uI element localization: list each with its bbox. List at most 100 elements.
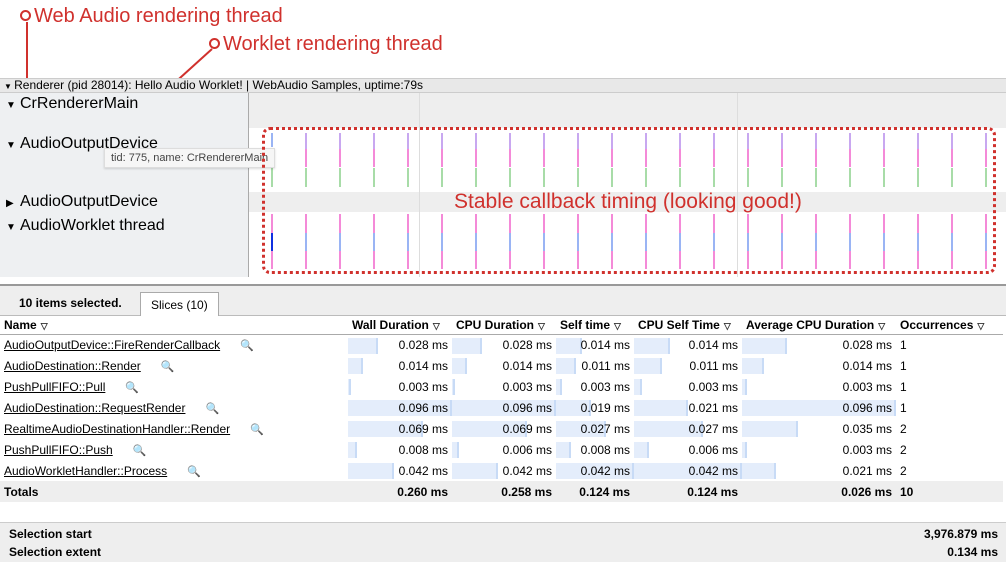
expand-triangle-icon[interactable]: ▼ bbox=[6, 222, 16, 233]
slice-pushpull-push[interactable] bbox=[883, 251, 885, 269]
slice-fire-render-callback[interactable] bbox=[917, 133, 919, 149]
slice-audioworklet-process[interactable] bbox=[883, 233, 885, 251]
slice-audio-destination-render[interactable] bbox=[645, 149, 647, 167]
slice-pushpull-push[interactable] bbox=[985, 251, 987, 269]
slice-link[interactable]: AudioDestination::Render bbox=[4, 358, 141, 373]
slice-audioworklet-process[interactable] bbox=[815, 233, 817, 251]
slice-fire-render-callback[interactable] bbox=[645, 133, 647, 149]
slice-audio-destination-render[interactable] bbox=[543, 149, 545, 167]
slice-audio-destination-render[interactable] bbox=[985, 149, 987, 167]
slice-request-render[interactable] bbox=[475, 214, 477, 233]
slice-audio-destination-render[interactable] bbox=[611, 149, 613, 167]
slice-pushpull-pull[interactable] bbox=[577, 168, 579, 187]
slice-audioworklet-process[interactable] bbox=[339, 233, 341, 251]
slice-audio-destination-render[interactable] bbox=[407, 149, 409, 167]
slice-fire-render-callback[interactable] bbox=[849, 133, 851, 149]
slice-fire-render-callback[interactable] bbox=[509, 133, 511, 149]
column-header[interactable]: Wall Duration ▽ bbox=[348, 316, 452, 335]
slice-request-render[interactable] bbox=[339, 214, 341, 233]
process-header[interactable]: ▼ Renderer (pid 28014): Hello Audio Work… bbox=[0, 78, 1006, 93]
table-row[interactable]: AudioDestination::RequestRender 🔍 0.096 ms… bbox=[0, 397, 1003, 418]
slice-fire-render-callback[interactable] bbox=[373, 133, 375, 149]
slice-audio-destination-render[interactable] bbox=[475, 149, 477, 167]
slice-fire-render-callback[interactable] bbox=[475, 133, 477, 149]
slice-request-render[interactable] bbox=[611, 214, 613, 233]
slice-link[interactable]: AudioDestination::RequestRender bbox=[4, 400, 186, 415]
slice-pushpull-push[interactable] bbox=[713, 251, 715, 269]
slice-pushpull-push[interactable] bbox=[475, 251, 477, 269]
slice-pushpull-pull[interactable] bbox=[713, 168, 715, 187]
slice-fire-render-callback[interactable] bbox=[713, 133, 715, 149]
column-header[interactable]: Average CPU Duration ▽ bbox=[742, 316, 896, 335]
slice-audio-destination-render[interactable] bbox=[849, 149, 851, 167]
slice-audioworklet-process[interactable] bbox=[475, 233, 477, 251]
column-header[interactable]: Occurrences ▽ bbox=[896, 316, 1003, 335]
slice-audioworklet-process[interactable] bbox=[917, 233, 919, 251]
search-icon[interactable]: 🔍 bbox=[125, 381, 140, 394]
slice-link[interactable]: PushPullFIFO::Pull bbox=[4, 379, 106, 394]
slice-pushpull-push[interactable] bbox=[679, 251, 681, 269]
slice-pushpull-push[interactable] bbox=[917, 251, 919, 269]
slice-audioworklet-process[interactable] bbox=[305, 233, 307, 251]
slice-pushpull-push[interactable] bbox=[509, 251, 511, 269]
table-row[interactable]: PushPullFIFO::Pull 🔍 0.003 ms 0.003 ms 0.003… bbox=[0, 376, 1003, 397]
slice-fire-render-callback[interactable] bbox=[577, 133, 579, 149]
slice-pushpull-push[interactable] bbox=[781, 251, 783, 269]
slice-request-render[interactable] bbox=[815, 214, 817, 233]
slice-request-render[interactable] bbox=[849, 214, 851, 233]
column-header[interactable]: CPU Self Time ▽ bbox=[634, 316, 742, 335]
slice-audio-destination-render[interactable] bbox=[373, 149, 375, 167]
table-row[interactable]: AudioDestination::Render 🔍 0.014 ms 0.014 m… bbox=[0, 355, 1003, 376]
table-row[interactable]: PushPullFIFO::Push 🔍 0.008 ms 0.006 ms 0.008… bbox=[0, 439, 1003, 460]
slice-audioworklet-process[interactable] bbox=[781, 233, 783, 251]
slice-pushpull-push[interactable] bbox=[951, 251, 953, 269]
slice-audioworklet-process[interactable] bbox=[985, 233, 987, 251]
slice-request-render[interactable] bbox=[543, 214, 545, 233]
slice-request-render[interactable] bbox=[407, 214, 409, 233]
slice-pushpull-pull[interactable] bbox=[985, 168, 987, 187]
slice-fire-render-callback[interactable] bbox=[339, 133, 341, 149]
slice-audioworklet-process[interactable] bbox=[271, 233, 273, 251]
slice-pushpull-pull[interactable] bbox=[747, 168, 749, 187]
slice-pushpull-pull[interactable] bbox=[509, 168, 511, 187]
slice-audioworklet-process[interactable] bbox=[849, 233, 851, 251]
thread-crrenderermain[interactable]: ▼ CrRendererMain bbox=[6, 95, 138, 113]
slice-pushpull-push[interactable] bbox=[747, 251, 749, 269]
expand-triangle-icon[interactable]: ▼ bbox=[6, 100, 16, 111]
sort-icon[interactable]: ▽ bbox=[538, 320, 545, 331]
column-header[interactable]: CPU Duration ▽ bbox=[452, 316, 556, 335]
slice-link[interactable]: PushPullFIFO::Push bbox=[4, 442, 113, 457]
slice-pushpull-push[interactable] bbox=[611, 251, 613, 269]
thread-audiooutputdevice[interactable]: ▼ AudioOutputDevice bbox=[6, 135, 158, 153]
slice-audio-destination-render[interactable] bbox=[509, 149, 511, 167]
table-row[interactable]: AudioWorkletHandler::Process 🔍 0.042 ms 0.0… bbox=[0, 460, 1003, 481]
slice-fire-render-callback[interactable] bbox=[611, 133, 613, 149]
search-icon[interactable]: 🔍 bbox=[187, 465, 201, 478]
slice-link[interactable]: AudioOutputDevice::FireRenderCallback bbox=[4, 337, 221, 352]
tab-slices[interactable]: Slices (10) bbox=[140, 292, 219, 316]
slice-pushpull-push[interactable] bbox=[373, 251, 375, 269]
slice-request-render[interactable] bbox=[645, 214, 647, 233]
slice-audio-destination-render[interactable] bbox=[339, 149, 341, 167]
slice-pushpull-pull[interactable] bbox=[373, 168, 375, 187]
slice-pushpull-pull[interactable] bbox=[611, 168, 613, 187]
collapse-triangle-icon[interactable]: ▶ bbox=[6, 198, 14, 209]
slice-pushpull-push[interactable] bbox=[271, 251, 273, 269]
slice-audioworklet-process[interactable] bbox=[645, 233, 647, 251]
search-icon[interactable]: 🔍 bbox=[160, 360, 175, 373]
slice-audioworklet-process[interactable] bbox=[407, 233, 409, 251]
slice-link[interactable]: AudioWorkletHandler::Process bbox=[4, 463, 168, 478]
table-row[interactable]: AudioOutputDevice::FireRenderCallback 🔍 0.… bbox=[0, 334, 1003, 355]
slice-link[interactable]: RealtimeAudioDestinationHandler::Render bbox=[4, 421, 231, 436]
slice-audio-destination-render[interactable] bbox=[679, 149, 681, 167]
slice-request-render[interactable] bbox=[679, 214, 681, 233]
slice-fire-render-callback[interactable] bbox=[815, 133, 817, 149]
slice-pushpull-pull[interactable] bbox=[339, 168, 341, 187]
sort-icon[interactable]: ▽ bbox=[432, 320, 440, 331]
slice-pushpull-push[interactable] bbox=[305, 251, 307, 269]
slice-pushpull-pull[interactable] bbox=[645, 168, 647, 187]
slice-audio-destination-render[interactable] bbox=[951, 149, 953, 167]
thread-audioworklet[interactable]: ▼ AudioWorklet thread bbox=[6, 217, 165, 235]
slice-fire-render-callback[interactable] bbox=[781, 133, 783, 149]
slice-pushpull-push[interactable] bbox=[645, 251, 647, 269]
